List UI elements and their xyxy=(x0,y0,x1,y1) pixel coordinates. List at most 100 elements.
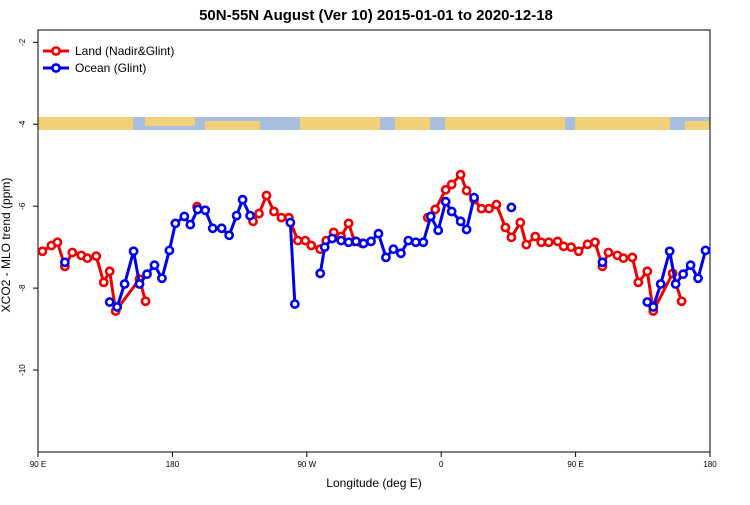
point xyxy=(112,302,123,312)
point xyxy=(82,253,93,264)
point xyxy=(685,260,696,271)
point xyxy=(469,192,479,203)
point xyxy=(693,273,703,284)
point xyxy=(566,242,577,253)
point xyxy=(343,237,354,248)
x-tick-label: 90 E xyxy=(30,460,46,469)
point xyxy=(336,235,347,246)
point xyxy=(433,225,444,236)
point xyxy=(59,257,70,268)
point xyxy=(440,184,451,195)
point xyxy=(327,233,338,244)
point xyxy=(149,260,160,271)
point xyxy=(558,241,569,252)
point xyxy=(140,296,151,307)
point xyxy=(455,216,466,227)
point xyxy=(461,185,472,196)
point xyxy=(536,237,547,248)
point xyxy=(552,236,563,247)
point xyxy=(289,299,300,309)
point xyxy=(292,235,303,246)
point xyxy=(455,169,466,180)
x-tick-label: 90 E xyxy=(567,460,583,469)
point xyxy=(358,238,369,249)
point xyxy=(655,279,666,289)
y-axis-label: XCO2 - MLO trend (ppm) xyxy=(0,178,13,313)
point xyxy=(164,245,175,256)
point xyxy=(200,205,211,216)
y-tick-label: -2 xyxy=(18,38,27,46)
point xyxy=(642,297,653,307)
point xyxy=(484,203,494,214)
point xyxy=(664,246,675,257)
point xyxy=(440,196,451,207)
point xyxy=(446,206,457,217)
point xyxy=(506,232,517,243)
map-strip xyxy=(38,117,710,130)
point xyxy=(306,240,317,251)
point xyxy=(157,273,167,284)
point xyxy=(597,257,608,268)
point xyxy=(627,252,638,263)
point xyxy=(515,217,526,228)
point xyxy=(179,211,190,222)
point xyxy=(207,223,218,234)
point xyxy=(388,244,399,255)
point xyxy=(366,236,376,247)
point xyxy=(491,199,502,210)
point xyxy=(231,210,242,221)
point xyxy=(430,204,441,215)
point xyxy=(403,235,414,246)
point xyxy=(98,277,109,288)
point xyxy=(119,279,130,289)
point xyxy=(642,266,653,277)
x-tick-label: 180 xyxy=(703,460,717,469)
point xyxy=(276,212,287,223)
point xyxy=(446,179,457,190)
point xyxy=(185,219,196,230)
point xyxy=(410,237,421,248)
point xyxy=(224,230,235,241)
y-tick-label: -6 xyxy=(18,202,27,210)
point xyxy=(530,231,541,242)
point xyxy=(425,211,436,222)
point xyxy=(254,208,264,219)
point xyxy=(506,202,517,213)
legend-label: Land (Nadir&Glint) xyxy=(75,44,174,58)
point xyxy=(315,268,326,279)
point xyxy=(461,224,472,235)
x-axis-label: Longitude (deg E) xyxy=(326,476,421,490)
x-tick-label: 0 xyxy=(439,460,444,469)
point xyxy=(618,253,629,264)
point xyxy=(543,237,554,248)
point xyxy=(67,247,78,258)
point xyxy=(603,247,614,258)
y-tick-label: -4 xyxy=(18,120,27,128)
point xyxy=(104,297,115,307)
point xyxy=(343,218,354,229)
point xyxy=(170,218,181,229)
point xyxy=(500,222,511,233)
point xyxy=(134,279,145,289)
point xyxy=(269,206,279,217)
point xyxy=(91,251,102,262)
point xyxy=(700,245,711,256)
point xyxy=(319,242,330,253)
point xyxy=(237,194,248,205)
point xyxy=(573,246,584,257)
point xyxy=(373,228,384,239)
legend-label: Ocean (Glint) xyxy=(75,61,146,75)
point xyxy=(633,277,644,288)
point xyxy=(300,235,311,246)
point xyxy=(52,237,63,248)
point xyxy=(216,223,227,234)
x-tick-label: 180 xyxy=(166,460,180,469)
point xyxy=(670,279,681,289)
point xyxy=(128,246,139,257)
point xyxy=(285,217,296,228)
point xyxy=(381,252,391,263)
point xyxy=(418,237,429,248)
y-tick-label: -8 xyxy=(18,284,27,292)
point xyxy=(245,210,255,221)
